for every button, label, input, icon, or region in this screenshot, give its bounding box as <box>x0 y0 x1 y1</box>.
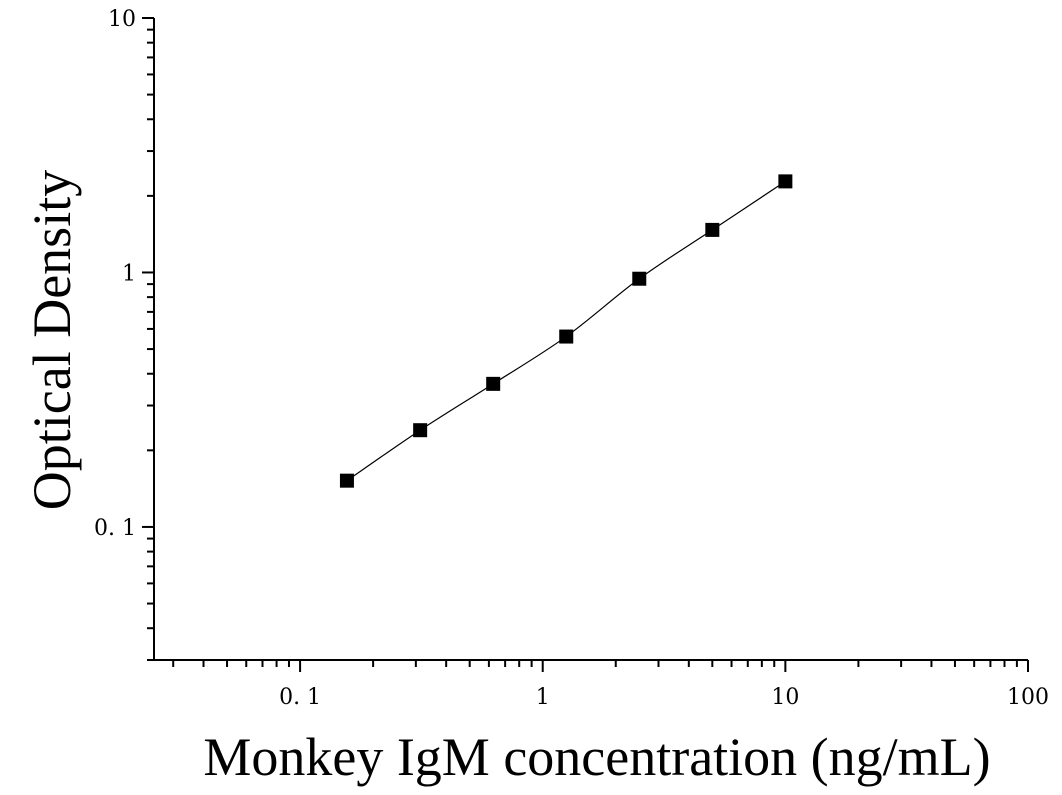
data-point <box>413 423 428 438</box>
data-point <box>705 222 720 237</box>
axes <box>153 18 1028 661</box>
ticks <box>142 17 1029 672</box>
y-tick-label: 1 <box>122 261 136 286</box>
x-tick-label: 1 <box>536 685 550 710</box>
data-point <box>486 376 501 391</box>
y-axis-title: Optical Density <box>22 170 82 510</box>
y-tick-label: 10 <box>108 7 136 32</box>
data-points <box>339 174 793 488</box>
data-point <box>339 473 354 488</box>
x-tick-label: 10 <box>771 685 799 710</box>
x-tick-label: 0. 1 <box>279 685 321 710</box>
tick-labels: 0. 1 1 10 100 0. 1 1 10 <box>94 7 1049 710</box>
x-axis-title: Monkey IgM concentration (ng/mL) <box>203 727 990 787</box>
x-tick-label: 100 <box>1007 685 1049 710</box>
data-point <box>778 174 793 189</box>
data-point <box>559 329 574 344</box>
y-tick-label: 0. 1 <box>94 516 136 541</box>
data-point <box>632 271 647 286</box>
